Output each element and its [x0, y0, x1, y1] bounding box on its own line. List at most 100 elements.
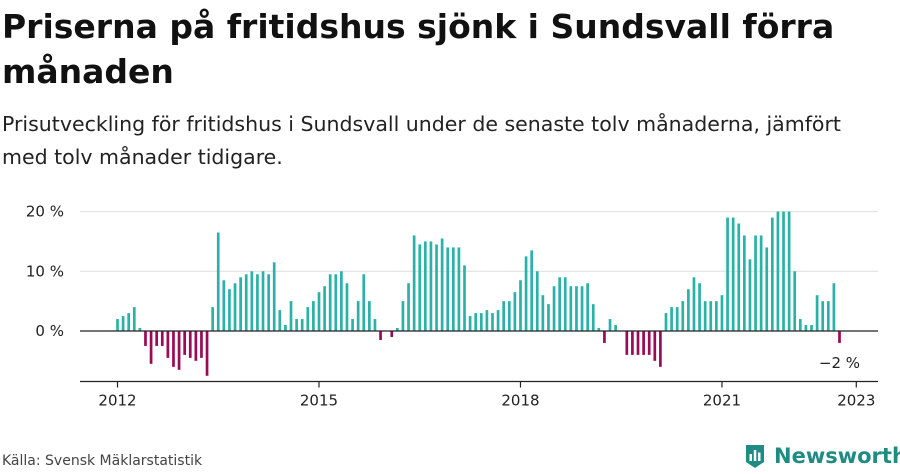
- bar: [155, 331, 159, 346]
- bar: [138, 328, 142, 331]
- bar: [340, 271, 343, 331]
- bar: [731, 217, 735, 331]
- bar: [395, 328, 399, 331]
- bar: [552, 286, 556, 331]
- bar: [317, 292, 321, 331]
- bar: [614, 325, 617, 331]
- bar: [200, 331, 203, 358]
- bar: [356, 301, 360, 331]
- bar: [300, 319, 304, 331]
- bar: [513, 292, 517, 331]
- bar: [832, 283, 836, 331]
- bar: [535, 271, 539, 331]
- bar: [334, 274, 338, 331]
- bar: [183, 331, 187, 355]
- bar: [776, 211, 780, 331]
- gridlines: [80, 211, 878, 272]
- bar: [345, 283, 349, 331]
- bar: [591, 304, 595, 331]
- bar: [709, 301, 713, 331]
- bar: [228, 289, 231, 331]
- bar: [328, 274, 332, 331]
- bar: [642, 331, 645, 355]
- bar: [261, 271, 265, 331]
- bar: [407, 283, 410, 331]
- bar: [608, 319, 612, 331]
- bar: [687, 289, 690, 331]
- bar: [429, 241, 433, 331]
- bar: [250, 271, 254, 331]
- bar-chart: 20 % 10 % 0 % 2012 2015 2018 2021 2023 −2 %: [26, 203, 878, 410]
- last-value-label: −2 %: [819, 354, 860, 372]
- bar: [759, 235, 763, 331]
- bar: [491, 313, 494, 331]
- bar: [603, 331, 606, 343]
- bar: [479, 313, 483, 331]
- bar: [289, 301, 293, 331]
- newsworthy-logo[interactable]: Newsworthy: [744, 440, 900, 472]
- bar: [798, 319, 802, 331]
- bar: [558, 277, 562, 331]
- bar: [351, 319, 354, 331]
- bar: [765, 247, 769, 331]
- bar: [451, 247, 455, 331]
- bar: [116, 319, 119, 331]
- bar: [121, 316, 125, 331]
- bar: [547, 304, 550, 331]
- chart-title: Priserna på fritidshus sjönk i Sundsvall…: [2, 7, 835, 91]
- bar: [272, 262, 276, 331]
- bar: [502, 301, 506, 331]
- bar: [703, 301, 707, 331]
- bar: [306, 307, 310, 331]
- bar: [804, 325, 808, 331]
- bar: [636, 331, 640, 355]
- bar: [216, 232, 220, 331]
- bar: [826, 301, 830, 331]
- bar: [233, 283, 237, 331]
- bar: [507, 301, 511, 331]
- bar: [373, 319, 377, 331]
- bar: [541, 295, 545, 331]
- bar: [743, 235, 746, 331]
- x-tick-label: 2012: [98, 392, 136, 410]
- bar: [468, 316, 472, 331]
- bar: [423, 241, 427, 331]
- bar: [580, 286, 584, 331]
- bar: [625, 331, 629, 355]
- bar: [401, 301, 405, 331]
- bar: [440, 238, 444, 331]
- bar: [194, 331, 198, 361]
- bar: [267, 274, 270, 331]
- bar: [160, 331, 164, 346]
- bar: [144, 331, 147, 346]
- bar: [770, 217, 774, 331]
- bar: [256, 274, 259, 331]
- bar: [412, 235, 416, 331]
- tick-labels: 20 % 10 % 0 % 2012 2015 2018 2021 2023 −2 %: [26, 203, 875, 410]
- bar: [653, 331, 657, 361]
- bar: [698, 283, 701, 331]
- bar: [692, 277, 696, 331]
- bar: [149, 331, 153, 364]
- bar: [726, 217, 729, 331]
- bar: [681, 301, 685, 331]
- bar: [132, 307, 136, 331]
- bar: [295, 319, 298, 331]
- x-tick-label: 2023: [837, 392, 875, 410]
- y-tick-label: 0 %: [35, 322, 64, 340]
- bar: [737, 223, 741, 331]
- bar: [575, 286, 578, 331]
- bar: [435, 244, 438, 331]
- bar: [284, 325, 287, 331]
- bar: [463, 265, 466, 331]
- bar: [239, 277, 242, 331]
- bar: [177, 331, 181, 370]
- bar: [659, 331, 662, 367]
- bar: [787, 211, 791, 331]
- bar: [782, 211, 785, 331]
- bar: [664, 313, 668, 331]
- bar: [748, 259, 752, 331]
- bar: [838, 331, 841, 343]
- bar: [647, 331, 651, 355]
- bar: [793, 271, 797, 331]
